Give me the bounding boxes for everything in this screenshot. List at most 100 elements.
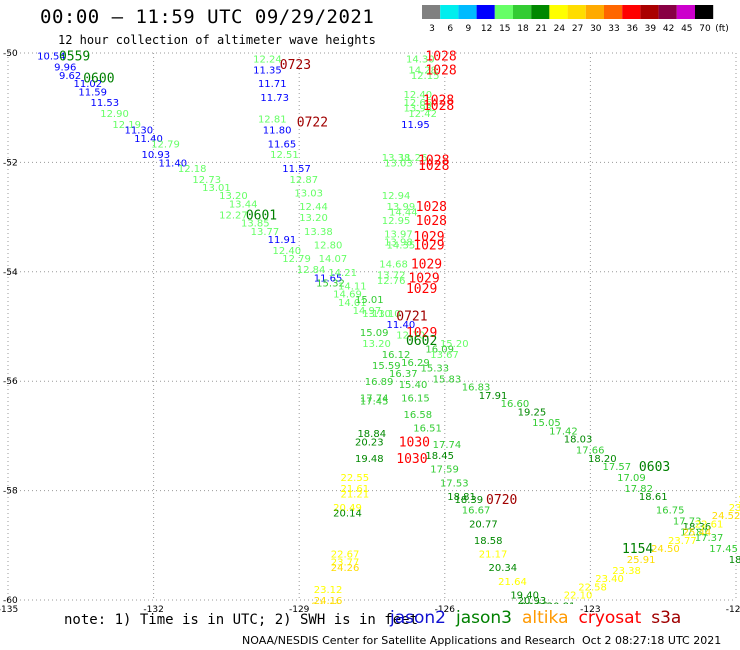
x-tick-label: -123: [580, 605, 600, 615]
pass-time-label: 0559: [59, 50, 90, 65]
wave-height-label: 24.26: [331, 563, 360, 574]
y-tick-label: -52: [3, 158, 18, 168]
wave-height-label: 25.44: [683, 528, 712, 539]
colorbar-swatch: [640, 5, 659, 19]
wave-height-label: 18.20: [588, 454, 617, 465]
wave-height-label: 10.54: [37, 52, 66, 63]
wave-height-label: 19.40: [510, 591, 539, 602]
wave-height-label: 11.40: [387, 320, 416, 331]
wave-height-label: 9.62: [59, 71, 81, 82]
colorbar-label: 33: [608, 24, 619, 34]
wave-height-label: 13.10: [362, 309, 391, 320]
wave-height-label: 23.38: [612, 566, 641, 577]
pass-time-label: 1028: [423, 99, 454, 114]
colorbar: 3 6 9 12 15 18 21 24 27 30 33 36 39 42 45 70 (ft): [422, 5, 729, 34]
wave-height-label: 13.99: [387, 202, 416, 213]
pass-time-label: 1154: [622, 542, 653, 557]
colorbar-label: 9: [466, 24, 472, 34]
note-text: note: 1) Time is in UTC; 2) SWH is in fe…: [64, 612, 419, 628]
legend-entry-s3a: s3a: [651, 608, 682, 628]
credit-timestamp: Oct 2 08:27:18 UTC 2021: [582, 634, 722, 647]
wave-height-label: 20.14: [333, 508, 362, 519]
y-tick-label: -54: [3, 268, 18, 278]
wave-height-label: 21.64: [498, 577, 527, 588]
wave-height-label: 18.03: [564, 435, 593, 446]
colorbar-label: 12: [481, 24, 492, 34]
colorbar-label: 70: [699, 24, 711, 34]
legend-entry-cryosat: cryosat: [578, 608, 642, 628]
wave-height-label: 16.37: [389, 369, 418, 380]
y-tick-label: -60: [3, 596, 18, 606]
wave-height-label: 17.66: [576, 446, 605, 457]
pass-time-label: 1028: [418, 154, 449, 169]
wave-height-label: 14.07: [319, 254, 348, 265]
pass-time-label: 1029: [406, 326, 437, 341]
wave-height-label: 17.59: [430, 465, 459, 476]
x-tick-label: -129: [289, 605, 310, 615]
wave-height-label: 22.99: [738, 495, 740, 506]
wave-height-label: 13.20: [219, 191, 248, 202]
wave-height-label: 22.67: [331, 550, 360, 561]
chart-subtitle: 12 hour collection of altimeter wave hei…: [58, 33, 376, 47]
wave-height-label: 12.40: [404, 90, 433, 101]
wave-height-label: 17.91: [479, 391, 508, 402]
pass-time-label: 1029: [413, 238, 444, 253]
colorbar-swatch: [422, 5, 441, 19]
wave-height-label: 12.51: [270, 150, 299, 161]
wave-height-label: 14.68: [379, 260, 408, 271]
wave-height-label: 18.39: [455, 495, 484, 506]
wave-height-label: 22.58: [578, 582, 607, 593]
wave-height-label: 22.61: [695, 519, 724, 530]
wave-height-label: 11.65: [314, 273, 343, 284]
colorbar-label: 24: [554, 24, 566, 34]
wave-height-label: 18.81: [447, 492, 476, 503]
wave-height-label: 20.34: [488, 563, 517, 574]
wave-height-label: 17.74: [433, 440, 462, 451]
wave-height-label: 13.85: [241, 219, 270, 230]
wave-height-label: 23.12: [314, 585, 343, 596]
wave-height-label: 13.77: [251, 227, 280, 238]
wave-height-label: 12.42: [408, 109, 437, 120]
wave-height-label: 15.33: [421, 364, 450, 375]
wave-height-label: 14.97: [353, 306, 382, 317]
wave-height-label: 13.03: [294, 188, 323, 199]
pass-time-label: 1028: [425, 63, 456, 78]
wave-height-label: 14.21: [328, 268, 357, 279]
colorbar-swatch: [531, 5, 550, 19]
wave-height-label: 12.24: [253, 54, 282, 65]
wave-height-label: 13.38: [382, 153, 411, 164]
wave-height-label: 12.80: [314, 240, 343, 251]
pass-time-label: 1028: [423, 93, 454, 108]
legend-entry-altika: altika: [522, 608, 569, 628]
wave-height-label: 20.55: [520, 601, 549, 612]
wave-height-label: 19.25: [518, 407, 547, 418]
wave-height-label: 16.89: [365, 377, 394, 388]
pass-time-label: 1029: [413, 230, 444, 245]
colorbar-swatch: [494, 5, 513, 19]
wave-height-label: 13.20: [299, 213, 328, 224]
wave-height-label: 19.48: [355, 454, 384, 465]
wave-height-label: 13.72: [377, 271, 406, 282]
colorbar-label: 6: [447, 24, 453, 34]
wave-height-label: 24.52: [712, 511, 740, 522]
colorbar-label: 27: [572, 24, 583, 34]
wave-height-label: 11.30: [124, 126, 153, 137]
colorbar-swatch: [585, 5, 604, 19]
wave-height-label: 13.20: [362, 339, 391, 350]
wave-height-label: 15.01: [355, 295, 384, 306]
colorbar-swatch: [513, 5, 532, 19]
pass-time-label: 0721: [396, 310, 427, 325]
pass-time-label: 0602: [406, 334, 437, 349]
wave-height-label: 17.82: [624, 484, 653, 495]
wave-height-label: 13.67: [430, 350, 459, 361]
credit-text: NOAA/NESDIS Center for Satellite Applica…: [242, 634, 576, 647]
wave-height-label: 20.23: [355, 437, 384, 448]
wave-height-label: 17.57: [603, 462, 632, 473]
pass-time-label: 1028: [418, 159, 449, 174]
wave-height-label: 13.98: [384, 238, 413, 249]
wave-height-label: 16.51: [413, 424, 442, 435]
wave-height-label: 12.76: [377, 276, 406, 287]
legend: jason2 jason3 altika cryosat s3a: [390, 608, 691, 628]
wave-height-label: 18.45: [425, 451, 454, 462]
colorbar-unit: (ft): [715, 24, 729, 34]
